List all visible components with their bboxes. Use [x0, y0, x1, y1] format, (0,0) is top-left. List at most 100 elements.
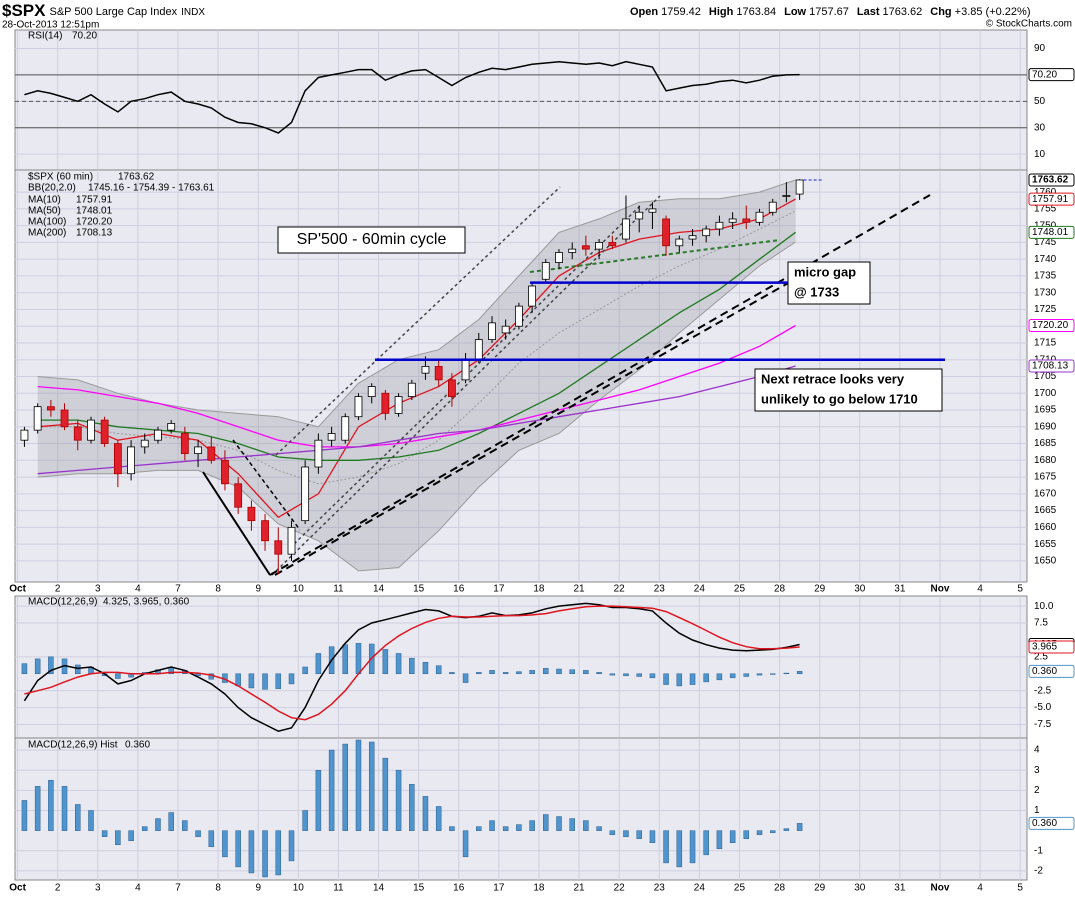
histogram-bar [355, 739, 362, 831]
candle-body [662, 218, 670, 247]
copyright: © StockCharts.com [986, 19, 1072, 30]
histogram-bar [676, 673, 683, 687]
moving-average [37, 198, 796, 519]
candle-body [314, 439, 323, 468]
y-tick-label: 1695 [1034, 405, 1057, 416]
histogram-bar [649, 673, 656, 679]
histogram-bar [382, 649, 389, 675]
histogram-bar [115, 673, 121, 679]
histogram-bar [636, 830, 642, 839]
candle-body [194, 446, 202, 455]
histogram-bar [623, 673, 629, 677]
y-tick-label: 1740 [1034, 254, 1057, 265]
x-tick-label: 16 [453, 584, 465, 595]
value-box-label: 1720.20 [1032, 320, 1069, 331]
histogram-bar [743, 830, 750, 839]
histogram-bar [596, 826, 602, 831]
value-box-label: 1748.01 [1032, 227, 1069, 238]
histogram-bar [569, 818, 575, 831]
candle-body [541, 262, 550, 280]
annotation: unlikely to go below 1710 [761, 391, 918, 406]
y-tick-label: 1700 [1034, 388, 1057, 399]
histogram-bar [449, 672, 455, 675]
histogram-bar [182, 820, 188, 831]
histogram-bar [409, 657, 415, 675]
x-tick-label: 15 [413, 584, 425, 595]
histogram-bar [128, 830, 134, 841]
x-tick-label: 10 [293, 584, 305, 595]
moving-average [37, 324, 796, 448]
legend: MA(100) [28, 217, 66, 228]
annotation-box [277, 226, 466, 254]
histogram-bar [543, 668, 549, 675]
candle-body [354, 396, 363, 418]
annotation: @ 1733 [794, 284, 839, 299]
y-tick-label: 1650 [1034, 556, 1057, 567]
histogram-bar [756, 830, 763, 835]
legend-value: 1708.13 [76, 228, 113, 239]
panel-background [14, 595, 1028, 739]
candle-body [301, 466, 310, 522]
annotation: micro gap [794, 264, 856, 279]
y-tick-label: 7.5 [1034, 618, 1048, 629]
histogram-bar [756, 673, 763, 676]
candle-body [234, 483, 243, 508]
histogram-bar [783, 828, 790, 831]
y-tick-label: 1755 [1034, 204, 1057, 215]
indicator-line [23, 602, 800, 732]
histogram-bar [422, 796, 429, 831]
y-tick-label: 10 [1034, 149, 1046, 160]
legend: MACD(12,26,9) [28, 597, 97, 608]
candle-body [715, 221, 724, 230]
value-box [1028, 173, 1075, 187]
y-tick-label: 1725 [1034, 304, 1057, 315]
x-tick-label: 3 [95, 883, 101, 894]
candle-body [154, 429, 162, 441]
x-tick-label: 15 [413, 883, 425, 894]
histogram-bar [703, 830, 709, 856]
x-tick-label: 18 [533, 584, 545, 595]
value-box [1028, 664, 1075, 678]
value-box-label: 1757.91 [1032, 194, 1069, 205]
histogram-bar [262, 673, 268, 690]
candle-body [261, 520, 269, 542]
x-tick-label: 3 [95, 584, 101, 595]
histogram-bar [342, 743, 348, 831]
histogram-bar [569, 669, 575, 675]
bollinger-line [37, 241, 796, 572]
value-box [1028, 225, 1075, 239]
x-tick-label: Nov [931, 584, 950, 595]
candle-body [608, 242, 617, 247]
x-tick-label: 11 [333, 584, 344, 595]
legend-value: 0.360 [125, 740, 150, 751]
value-box [1028, 359, 1075, 373]
trendline [232, 439, 301, 531]
x-tick-label: 10 [293, 883, 305, 894]
histogram-bar [623, 830, 629, 837]
candle-body [568, 248, 577, 253]
histogram-bar [529, 820, 535, 831]
histogram-bar [75, 804, 81, 831]
histogram-bar [663, 673, 669, 685]
histogram-bar [729, 673, 736, 679]
y-tick-label: 1670 [1034, 488, 1057, 499]
annotation-box [754, 368, 943, 412]
histogram-bar [556, 668, 562, 675]
y-tick-label: 2 [1034, 785, 1040, 796]
value-box [1028, 68, 1075, 82]
x-tick-label: 9 [255, 584, 261, 595]
legend: MA(50) [28, 206, 61, 217]
histogram-bar [435, 806, 442, 831]
moving-average [37, 365, 796, 475]
histogram-bar [783, 672, 790, 675]
histogram-bar [21, 800, 28, 831]
value-box-label: 1763.62 [1032, 175, 1069, 186]
candle-body [367, 386, 376, 398]
histogram-bar [368, 741, 375, 831]
x-tick-label: 4 [977, 883, 983, 894]
x-tick-label: 8 [215, 883, 221, 894]
y-tick-label: -5.0 [1034, 702, 1052, 713]
histogram-bar [328, 749, 335, 831]
histogram-bar [796, 823, 803, 831]
